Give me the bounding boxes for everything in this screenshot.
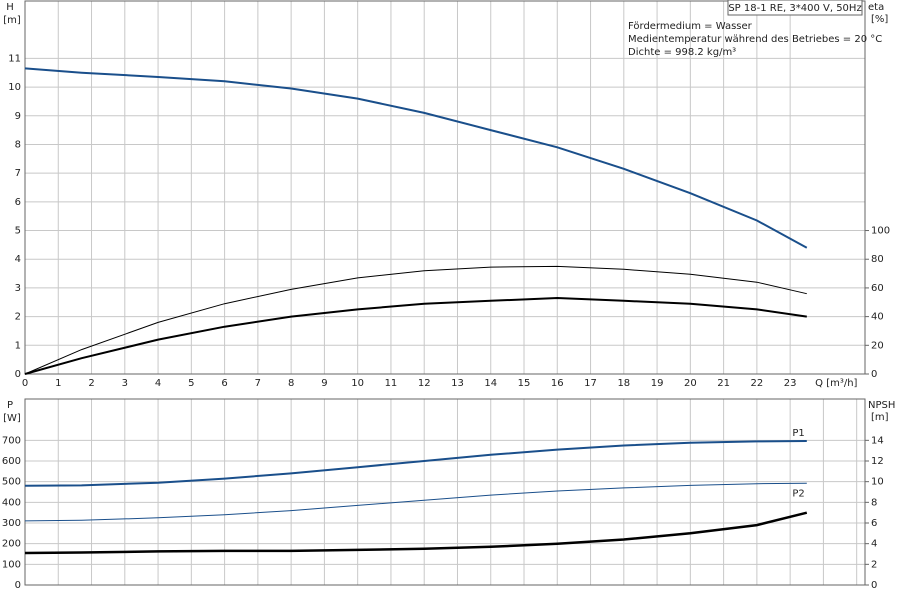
x-tick-label: 9 bbox=[321, 378, 327, 389]
x-tick-label: 23 bbox=[784, 378, 797, 389]
x-tick-label: 21 bbox=[717, 378, 730, 389]
x-tick-label: 18 bbox=[617, 378, 630, 389]
x-tick-label: 6 bbox=[221, 378, 227, 389]
plot-frame bbox=[24, 0, 866, 375]
y-tick-label: 6 bbox=[15, 197, 21, 208]
x-tick-label: 11 bbox=[385, 378, 398, 389]
x-tick-label: 1 bbox=[55, 378, 61, 389]
plot-frame bbox=[24, 398, 866, 586]
y2-tick-label: 8 bbox=[871, 497, 877, 508]
y-tick-label: 300 bbox=[2, 518, 21, 529]
curve bbox=[24, 67, 808, 249]
x-tick-label: 14 bbox=[484, 378, 497, 389]
y-tick-label: 500 bbox=[2, 477, 21, 488]
plot-background bbox=[25, 1, 865, 374]
curve bbox=[24, 511, 808, 555]
x-tick-label: 22 bbox=[751, 378, 764, 389]
x-tick-label: 3 bbox=[122, 378, 128, 389]
curve bbox=[24, 296, 807, 375]
plot-background bbox=[25, 399, 865, 585]
annotation: Fördermedium = Wasser bbox=[628, 21, 753, 32]
y-tick-label: 5 bbox=[15, 226, 21, 237]
y-tick-label: 400 bbox=[2, 497, 21, 508]
series-label: P2 bbox=[792, 488, 804, 499]
x-tick-label: 4 bbox=[155, 378, 161, 389]
y-tick-label: 11 bbox=[8, 53, 21, 64]
x-tick-label: 12 bbox=[418, 378, 431, 389]
y-tick-label: 9 bbox=[15, 111, 21, 122]
curve bbox=[24, 265, 807, 375]
y2-tick-label: 60 bbox=[871, 283, 884, 294]
x-tick-label: 0 bbox=[22, 378, 28, 389]
y2-tick-label: 6 bbox=[871, 518, 877, 529]
y2-axis-label: eta bbox=[868, 2, 884, 13]
y-tick-label: 100 bbox=[2, 559, 21, 570]
x-tick-label: 13 bbox=[451, 378, 464, 389]
y2-tick-label: 20 bbox=[871, 340, 884, 351]
title-box bbox=[727, 0, 863, 16]
y-tick-label: 600 bbox=[2, 456, 21, 467]
y-axis-unit: [m] bbox=[3, 15, 21, 26]
x-tick-label: 16 bbox=[551, 378, 564, 389]
series-label: P1 bbox=[792, 428, 804, 439]
x-tick-label: 19 bbox=[651, 378, 664, 389]
y-tick-label: 0 bbox=[15, 580, 21, 591]
x-tick-label: 2 bbox=[88, 378, 94, 389]
x-tick-label: 8 bbox=[288, 378, 294, 389]
y-tick-label: 4 bbox=[15, 254, 21, 265]
y-tick-label: 7 bbox=[15, 168, 21, 179]
x-tick-label: 7 bbox=[255, 378, 261, 389]
y-tick-label: 10 bbox=[8, 82, 21, 93]
x-tick-label: 20 bbox=[684, 378, 697, 389]
y2-tick-label: 14 bbox=[871, 435, 884, 446]
x-axis-label: Q [m³/h] bbox=[815, 378, 857, 389]
x-tick-label: 10 bbox=[351, 378, 364, 389]
curve bbox=[24, 440, 807, 487]
y2-axis-label: NPSH bbox=[868, 400, 895, 411]
x-tick-label: 15 bbox=[518, 378, 531, 389]
annotation: Medientemperatur während des Betriebes =… bbox=[628, 34, 882, 45]
chart-title: SP 18-1 RE, 3*400 V, 50Hz bbox=[728, 3, 861, 14]
curve bbox=[24, 482, 807, 522]
y2-tick-label: 10 bbox=[871, 477, 884, 488]
y-tick-label: 1 bbox=[15, 340, 21, 351]
y-tick-label: 200 bbox=[2, 539, 21, 550]
y2-tick-label: 80 bbox=[871, 254, 884, 265]
y-tick-label: 8 bbox=[15, 139, 21, 150]
y2-tick-label: 40 bbox=[871, 312, 884, 323]
y-tick-label: 3 bbox=[15, 283, 21, 294]
y2-axis-unit: [m] bbox=[871, 412, 889, 423]
y2-tick-label: 4 bbox=[871, 539, 877, 550]
y-axis-unit: [W] bbox=[3, 413, 21, 424]
annotation: Dichte = 998.2 kg/m³ bbox=[628, 47, 736, 58]
y2-tick-label: 0 bbox=[871, 580, 877, 591]
y2-axis-unit: [%] bbox=[871, 14, 888, 25]
y2-tick-label: 12 bbox=[871, 456, 884, 467]
y2-tick-label: 100 bbox=[871, 226, 890, 237]
y-axis-label: P bbox=[7, 400, 13, 411]
y-tick-label: 2 bbox=[15, 312, 21, 323]
y2-tick-label: 0 bbox=[871, 369, 877, 380]
y2-tick-label: 2 bbox=[871, 559, 877, 570]
y-tick-label: 0 bbox=[15, 369, 21, 380]
y-tick-label: 700 bbox=[2, 435, 21, 446]
x-tick-label: 5 bbox=[188, 378, 194, 389]
x-tick-label: 17 bbox=[584, 378, 597, 389]
y-axis-label: H bbox=[6, 2, 14, 13]
